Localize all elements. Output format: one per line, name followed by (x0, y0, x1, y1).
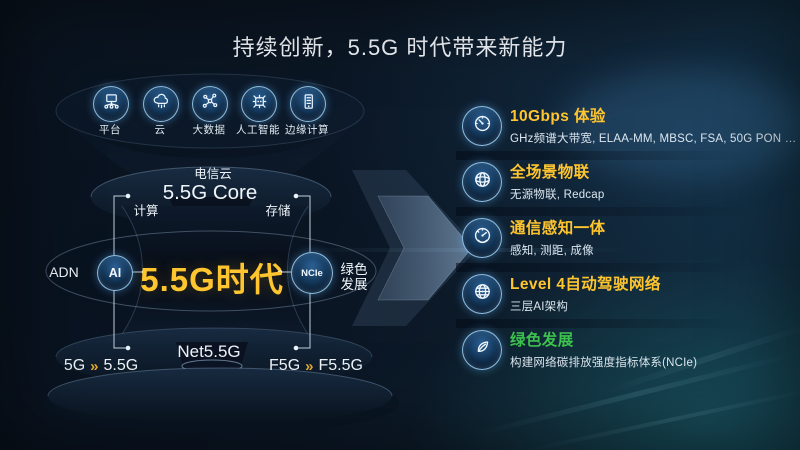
capability-subtitle: 无源物联, Redcap (510, 189, 605, 201)
bracket-dot (293, 345, 299, 351)
ai-label: 人工智能 (236, 124, 280, 136)
cloud-icon (152, 92, 171, 116)
evolution-from: 5G (63, 357, 86, 374)
ai-brain-badge (462, 274, 502, 314)
edge-label: 边缘计算 (285, 124, 329, 136)
bigdata-label: 大数据 (192, 124, 226, 136)
platform-badge (93, 86, 129, 122)
ncie-badge-text: NCIe (301, 267, 323, 279)
mid-disk-rim (55, 327, 373, 358)
evolution-left: 5G » 5.5G (52, 357, 150, 375)
leaf-icon (472, 337, 493, 363)
capability-title: 通信感知一体 (510, 220, 606, 237)
capability-title: 绿色发展 (510, 332, 574, 349)
ai-brain-icon (472, 281, 493, 307)
adn-label: ADN (49, 264, 79, 280)
net-pedestal (176, 342, 248, 366)
spool-body (118, 206, 312, 340)
evolution-to: F5.5G (318, 357, 363, 374)
iot-globe-badge (462, 162, 502, 202)
capability-row-green: 绿色发展 构建网络碳排放强度指标体系(NCIe) (462, 323, 797, 377)
capability-title: Level 4自动驾驶网络 (510, 276, 661, 293)
evolution-from: F5G (269, 357, 301, 374)
capability-row-iot: 全场景物联 无源物联, Redcap (462, 155, 797, 209)
row-shadow-band (456, 263, 791, 272)
sensing-dial-icon (472, 225, 493, 251)
base-platter-rim (47, 367, 393, 397)
row-shadow-band (456, 151, 791, 160)
capability-row-autonomous: Level 4自动驾驶网络 三层AI架构 (462, 267, 797, 321)
capability-title: 全场景物联 (510, 164, 590, 181)
capability-subtitle: 构建网络碳排放强度指标体系(NCIe) (510, 357, 698, 369)
capability-row-sensing: 通信感知一体 感知, 测距, 成像 (462, 211, 797, 265)
row-shadow-band (456, 319, 791, 328)
ncie-badge: NCIe (291, 252, 333, 294)
bracket-dot (125, 345, 131, 351)
sensing-badge (462, 218, 502, 258)
capability-subtitle: 感知, 测距, 成像 (510, 245, 594, 257)
capability-subtitle: GHz频谱大带宽, ELAA-MM, MBSC, FSA, 50G PON … (510, 133, 797, 145)
edge-computing-icon (299, 92, 318, 116)
ai-chip-icon (250, 92, 269, 116)
compute-label: 计算 (133, 204, 159, 218)
ai-badge-text: AI (108, 266, 122, 280)
ai-chip-badge (241, 86, 277, 122)
net-label: Net5.5G (177, 342, 241, 361)
green-dev-label-line2: 发展 (340, 277, 368, 292)
cloud-label: 云 (154, 124, 166, 136)
speedometer-badge (462, 106, 502, 146)
capability-title: 10Gbps 体验 (510, 108, 606, 125)
base-platter (48, 368, 392, 424)
row-shadow-band (456, 207, 791, 216)
cloud-badge (143, 86, 179, 122)
storage-label: 存储 (265, 204, 291, 218)
edge-badge (290, 86, 326, 122)
bigdata-icon (201, 92, 220, 116)
chevron-right-icon: » (305, 357, 313, 375)
telecom-cloud-label: 电信云 (194, 167, 232, 181)
leaf-badge (462, 330, 502, 370)
core-disk-rim (90, 166, 332, 198)
platform-icon (102, 92, 121, 116)
transition-arrow (377, 195, 473, 301)
chevron-right-icon: » (90, 357, 98, 375)
connector-dot (141, 269, 147, 275)
evolution-right: F5G » F5.5G (264, 357, 368, 375)
green-dev-label-line1: 绿色 (340, 262, 368, 277)
capability-subtitle: 三层AI架构 (510, 301, 569, 313)
speedometer-icon (472, 113, 493, 139)
capability-row-10gbps: 10Gbps 体验 GHz频谱大带宽, ELAA-MM, MBSC, FSA, … (462, 99, 797, 153)
slide-title: 持续创新，5.5G 时代带来新能力 (232, 35, 568, 60)
bigdata-badge (192, 86, 228, 122)
bracket-dot (125, 193, 131, 199)
orbit-ellipse (45, 230, 377, 312)
era-label: 5.5G时代 (140, 261, 284, 298)
iot-globe-icon (472, 169, 493, 195)
evolution-to: 5.5G (103, 357, 139, 374)
connector-dot (277, 269, 283, 275)
core-label: 5.5G Core (162, 181, 258, 204)
ai-badge: AI (97, 255, 133, 291)
bracket-dot (293, 193, 299, 199)
platform-label: 平台 (99, 124, 121, 136)
